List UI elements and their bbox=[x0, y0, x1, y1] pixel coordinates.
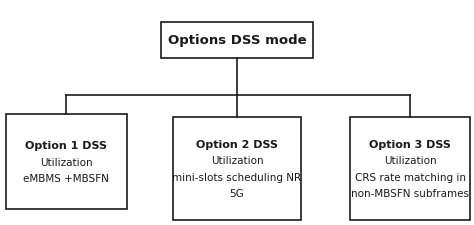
Text: Option 2 DSS: Option 2 DSS bbox=[196, 140, 278, 149]
Text: eMBMS +MBSFN: eMBMS +MBSFN bbox=[23, 173, 109, 183]
Text: Utilization: Utilization bbox=[210, 156, 264, 166]
FancyBboxPatch shape bbox=[6, 115, 127, 209]
FancyBboxPatch shape bbox=[173, 117, 301, 220]
Text: Options DSS mode: Options DSS mode bbox=[168, 34, 306, 47]
Text: Option 3 DSS: Option 3 DSS bbox=[369, 140, 451, 149]
Text: Utilization: Utilization bbox=[40, 157, 93, 167]
FancyBboxPatch shape bbox=[161, 22, 313, 58]
Text: CRS rate matching in: CRS rate matching in bbox=[355, 172, 465, 182]
Text: non-MBSFN subframes: non-MBSFN subframes bbox=[351, 188, 469, 198]
Text: Option 1 DSS: Option 1 DSS bbox=[26, 141, 107, 151]
Text: 5G: 5G bbox=[229, 188, 245, 198]
Text: mini-slots scheduling NR: mini-slots scheduling NR bbox=[173, 172, 301, 182]
Text: Utilization: Utilization bbox=[383, 156, 437, 166]
FancyBboxPatch shape bbox=[350, 117, 470, 220]
